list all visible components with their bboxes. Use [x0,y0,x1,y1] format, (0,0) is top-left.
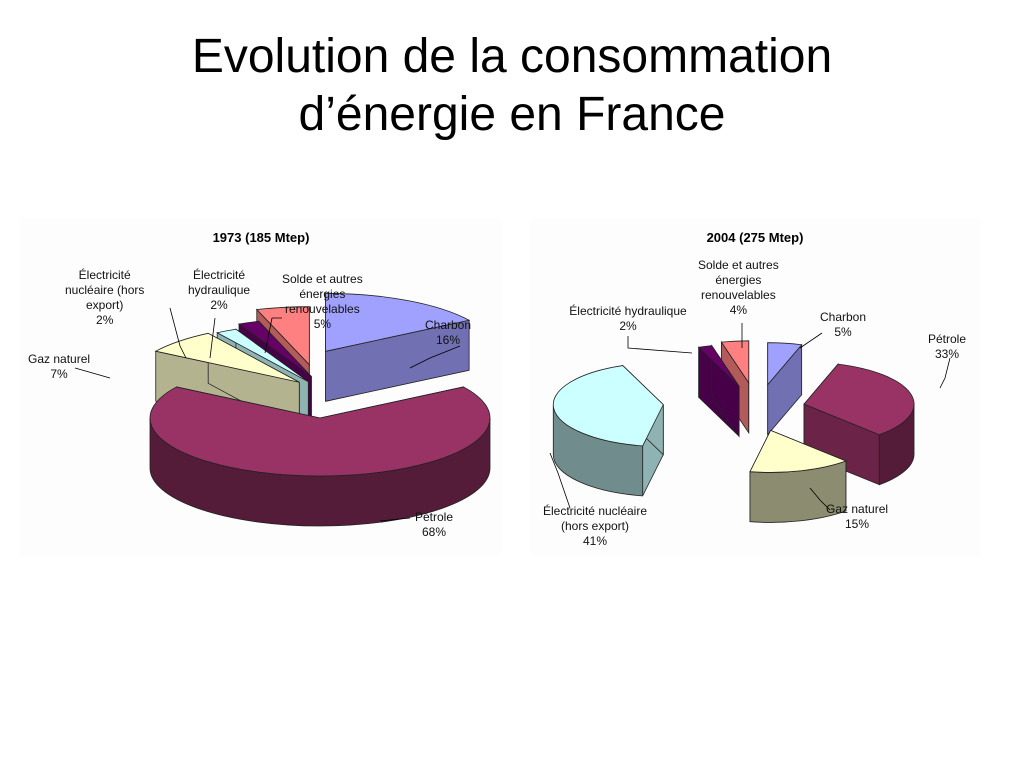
leader-line-1973-hydraulique [209,317,216,359]
slice-percent: 4% [729,303,748,317]
leader-line-2004-petrole [939,357,951,389]
slice-name-line: export) [86,298,124,312]
slice-label-2004-petrole: Pétrole 33% [928,332,966,362]
leader-line-2004-charbon [799,332,823,349]
slice-percent: 5% [834,325,852,339]
leader-line-2004-nucleaire [549,452,571,509]
slice-percent: 68% [422,525,447,539]
slice-percent: 5% [313,317,332,331]
pie-slice-1973-nucleaire [216,328,309,383]
slice-label-1973-charbon: Charbon 16% [425,318,471,348]
pie-slice-2004-hydraulique [697,345,740,387]
slice-name-line: Pétrole [415,510,454,524]
leader-line-1973-gaz-naturel [74,367,111,379]
slide-title-line-1: Evolution de la consommation [191,30,833,83]
slice-label-1973-petrole: Pétrole 68% [415,510,453,540]
slide-title-line-2: d’énergie en France [298,88,726,141]
slice-name-line: renouvelables [285,302,360,316]
pie-chart-2004-svg [549,323,951,523]
slice-name-line: renouvelables [701,288,776,302]
pie-slice-2004-nucleaire [552,365,664,447]
slice-label-2004-gaz-naturel: Gaz naturel 15% [826,502,888,532]
leader-line-1973-solde-renouvelables [264,317,282,354]
chart-title-1973: 1973 (185 Mtep) [212,230,310,245]
leader-line-2004-gaz-naturel [809,487,831,511]
slice-percent: 2% [96,313,114,327]
pie-slice-2004-petrole [803,363,915,436]
pie-slice-1973-hydraulique [237,320,312,377]
slice-label-2004-charbon: Charbon 5% [820,310,866,340]
slice-name-line: énergies [715,273,762,287]
chart-title-2004: 2004 (275 Mtep) [706,230,804,245]
slice-name-line: Solde et autres [282,272,363,286]
slice-name-line: Pétrole [928,332,967,346]
pie-chart-2004: 2004 (275 Mtep) Charbon 5% Pétrole 33% Gaz n… [530,218,980,556]
slice-percent: 41% [582,534,608,548]
slice-name-line: Électricité [193,268,246,282]
slice-name-line: Solde et autres [698,258,779,272]
slide-title: Evolution de la consommation d’énergie e… [0,28,1024,144]
pie-slice-1973-solde-renouvelables [255,306,310,366]
slice-percent: 16% [436,333,461,347]
leader-line-1973-nucleaire [169,307,187,359]
slice-name-line: Gaz naturel [28,352,91,366]
slice-label-1973-gaz-naturel: Gaz naturel 7% [28,352,90,382]
slice-name-line: Électricité hydraulique [569,304,687,318]
leader-line-1973-charbon [409,345,461,369]
pie-slice-1973-charbon [325,292,471,352]
leader-line-1973-petrole [379,517,411,522]
slice-name-line: Charbon [425,318,472,332]
pie-slice-2004-charbon [767,342,803,386]
slice-percent: 33% [935,347,960,361]
pie-chart-1973: 1973 (185 Mtep) Charbon 16% Pétrole 68% Gaz … [20,218,502,556]
pie-slice-1973-petrole [149,386,491,477]
slice-label-1973-hydraulique: Électricité hydraulique 2% [188,268,250,313]
slice-name-line: Électricité nucléaire [542,504,648,518]
slice-name-line: nucléaire (hors [65,283,145,297]
slice-name-line: (hors export) [560,519,630,533]
slice-name-line: Charbon [820,310,867,324]
slice-percent: 15% [845,517,870,531]
slice-label-1973-solde-renouvelables: Solde et autres énergies renouvelables 5% [282,272,363,332]
pie-chart-1973-svg [74,292,491,527]
slice-name-line: Gaz naturel [826,502,889,516]
slice-name-line: énergies [299,287,346,301]
slice-percent: 2% [619,319,637,333]
slice-label-2004-hydraulique: Électricité hydraulique 2% [558,304,698,334]
slice-label-1973-nucleaire: Électricité nucléaire (hors export) 2% [65,268,144,328]
slice-name-line: hydraulique [188,283,251,297]
leader-line-2004-hydraulique [627,336,693,354]
slice-name-line: Électricité [78,268,131,282]
slice-percent: 2% [210,298,228,312]
pie-slice-2004-gaz-naturel [749,429,848,473]
slice-label-2004-nucleaire: Électricité nucléaire (hors export) 41% [500,504,690,549]
slice-percent: 7% [50,367,68,381]
slice-label-2004-solde-renouvelables: Solde et autres énergies renouvelables 4% [698,258,779,318]
pie-slice-2004-solde-renouvelables [720,340,750,385]
